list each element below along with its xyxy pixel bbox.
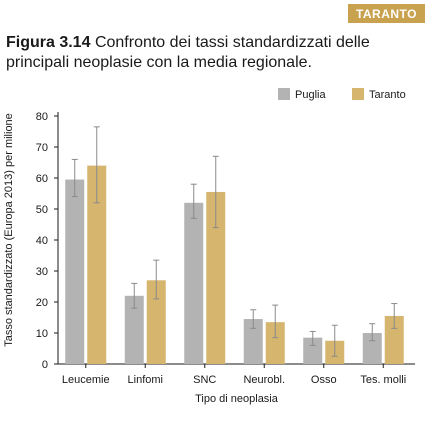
bar-taranto [206, 191, 226, 364]
x-tick-label: Neurobl. [243, 374, 285, 386]
y-tick-label: 80 [36, 111, 48, 123]
y-tick-label: 10 [36, 328, 48, 340]
bar-puglia [303, 337, 323, 364]
x-tick-label: Osso [311, 374, 337, 386]
x-tick-label: Leucemie [62, 374, 110, 386]
legend-swatch-puglia [278, 88, 290, 100]
bar-taranto [265, 322, 285, 364]
y-tick-label: 20 [36, 297, 48, 309]
x-axis-label: Tipo di neoplasia [195, 393, 279, 405]
x-tick-label: Linfomi [128, 374, 163, 386]
figure-label: Figura 3.14 [6, 34, 91, 51]
figure-title-text: Confronto dei tassi standardizzati delle… [6, 34, 370, 71]
y-tick-label: 60 [36, 173, 48, 185]
bar-puglia [184, 202, 204, 364]
legend-label-puglia: Puglia [295, 89, 326, 101]
bar-puglia [243, 319, 263, 364]
bar-puglia [65, 179, 85, 364]
bar-taranto [146, 280, 166, 364]
figure-title: Figura 3.14 Confronto dei tassi standard… [6, 33, 426, 73]
y-tick-label: 50 [36, 204, 48, 216]
legend-label-taranto: Taranto [369, 89, 406, 101]
x-tick-label: Tes. molli [360, 374, 406, 386]
y-tick-label: 0 [42, 359, 48, 371]
y-tick-label: 30 [36, 266, 48, 278]
bar-puglia [362, 333, 382, 364]
bar-taranto [87, 165, 107, 364]
legend-swatch-taranto [352, 88, 364, 100]
bar-taranto [384, 315, 404, 364]
region-badge: TARANTO [347, 4, 425, 23]
bar-puglia [124, 295, 144, 364]
x-tick-label: SNC [193, 374, 216, 386]
y-tick-label: 40 [36, 235, 48, 247]
y-tick-label: 70 [36, 142, 48, 154]
y-axis-label: Tasso standardizzato (Europa 2013) per m… [3, 113, 15, 347]
